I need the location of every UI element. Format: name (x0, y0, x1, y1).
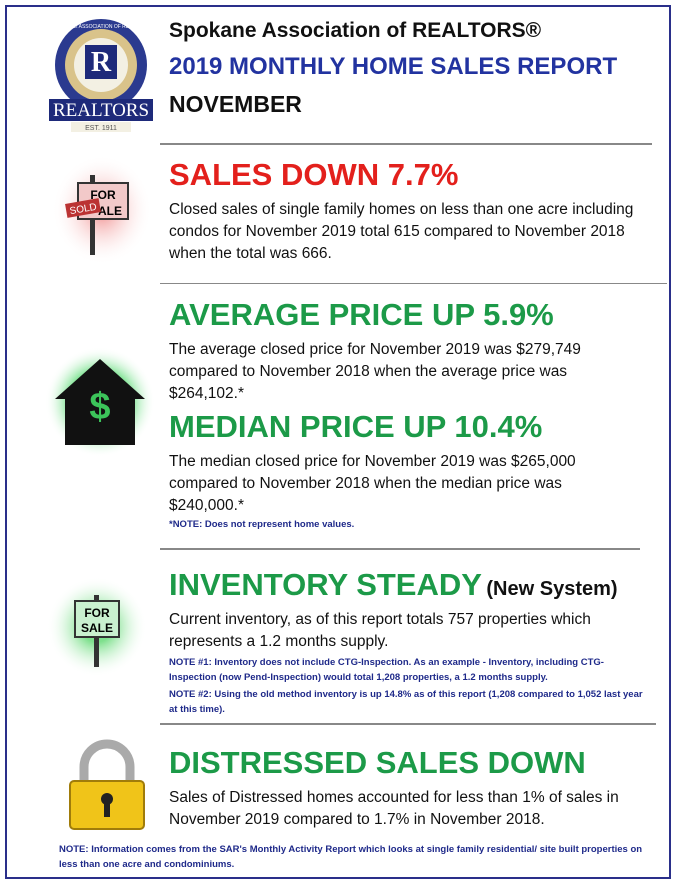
section-heading: SALES DOWN 7.7% (169, 157, 459, 192)
section-heading: INVENTORY STEADY (169, 567, 482, 602)
divider (160, 723, 656, 725)
for-sale-icon: FOR SALE (47, 577, 147, 677)
sign-text: SALE (81, 621, 113, 635)
logo: R SPOKANE ASSOCIATION OF REALTORS REALTO… (49, 19, 153, 132)
sign-text: SOLD (69, 202, 98, 218)
section-body: Sales of Distressed homes accounted for … (169, 789, 619, 828)
section-body: The average closed price for November 20… (169, 341, 581, 402)
padlock-icon (69, 739, 145, 830)
report-month: NOVEMBER (169, 91, 302, 117)
sign-text: FOR (84, 606, 110, 620)
section-heading: DISTRESSED SALES DOWN (169, 745, 586, 780)
section-body: The median closed price for November 201… (169, 453, 576, 514)
sold-sign-icon: FOR ALE SOLD (52, 155, 152, 265)
logo-ring: SPOKANE ASSOCIATION OF REALTORS (53, 24, 149, 30)
house-icon: $ (45, 347, 155, 457)
section-heading: MEDIAN PRICE UP 10.4% (169, 409, 543, 444)
logo-est: EST. 1911 (85, 125, 117, 132)
section-body: Current inventory, as of this report tot… (169, 611, 591, 650)
logo-banner: REALTORS (53, 100, 149, 121)
section-body: Closed sales of single family homes on l… (169, 201, 634, 262)
section-note: NOTE #1: Inventory does not include CTG-… (169, 657, 604, 683)
heading-row: INVENTORY STEADY (New System) (169, 567, 618, 603)
sign-text: ALE (98, 204, 122, 218)
org-name: Spokane Association of REALTORS® (169, 19, 542, 42)
report-title: 2019 MONTHLY HOME SALES REPORT (169, 53, 618, 80)
divider (160, 548, 640, 550)
house-symbol: $ (89, 386, 110, 428)
divider (160, 143, 652, 145)
heading-suffix: (New System) (486, 578, 618, 600)
section-note: NOTE #2: Using the old method inventory … (169, 689, 643, 715)
logo-badge: R (91, 47, 112, 78)
page: R SPOKANE ASSOCIATION OF REALTORS REALTO… (5, 5, 671, 879)
section-heading: AVERAGE PRICE UP 5.9% (169, 297, 554, 332)
divider (160, 283, 667, 284)
footer-note: NOTE: Information comes from the SAR's M… (59, 844, 643, 870)
section-note: *NOTE: Does not represent home values. (169, 519, 355, 530)
